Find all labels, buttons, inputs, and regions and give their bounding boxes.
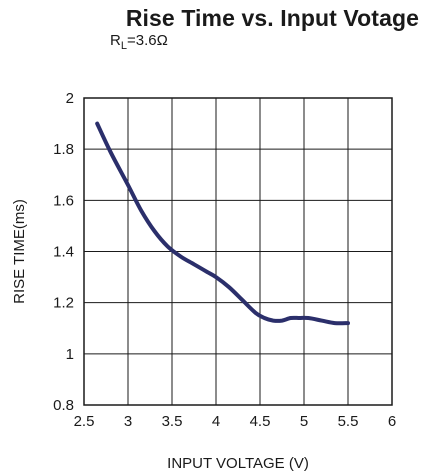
x-tick-label: 5: [300, 413, 308, 430]
grid-lines: [84, 98, 392, 405]
y-axis-label: RISE TIME(ms): [11, 199, 28, 304]
rise-time-series-line: [95, 121, 350, 326]
y-tick-label: 0.8: [53, 397, 74, 414]
chart-subtitle: RL=3.6Ω: [110, 32, 168, 55]
x-tick-label: 4: [212, 413, 220, 430]
plot-frame: [83, 97, 393, 406]
y-tick-label: 1.8: [53, 141, 74, 158]
x-tick-label: 2.5: [74, 413, 95, 430]
subtitle-subscript: L: [120, 40, 127, 52]
x-tick-label: 3: [124, 413, 132, 430]
series-layer: [95, 121, 350, 326]
chart-title: Rise Time vs. Input Votage: [125, 5, 419, 31]
subtitle-value: =3.6Ω: [126, 32, 168, 49]
y-tick-label: 1.6: [53, 192, 74, 209]
y-tick-label: 1.2: [53, 295, 74, 312]
x-tick-label: 3.5: [162, 413, 183, 430]
x-axis-label: INPUT VOLTAGE (V): [167, 455, 309, 472]
y-tick-label: 1: [66, 346, 74, 363]
y-tick-label: 2: [66, 90, 74, 107]
tick-labels: 2.5 3 3.5 4 4.5 5 5.5 6 0.8 1 1.2 1.4 1.6 1.8 2: [53, 90, 396, 430]
x-tick-label: 4.5: [250, 413, 271, 430]
subtitle-symbol: R: [110, 32, 121, 49]
x-tick-label: 5.5: [338, 413, 359, 430]
y-tick-label: 1.4: [53, 244, 74, 261]
x-tick-label: 6: [388, 413, 396, 430]
